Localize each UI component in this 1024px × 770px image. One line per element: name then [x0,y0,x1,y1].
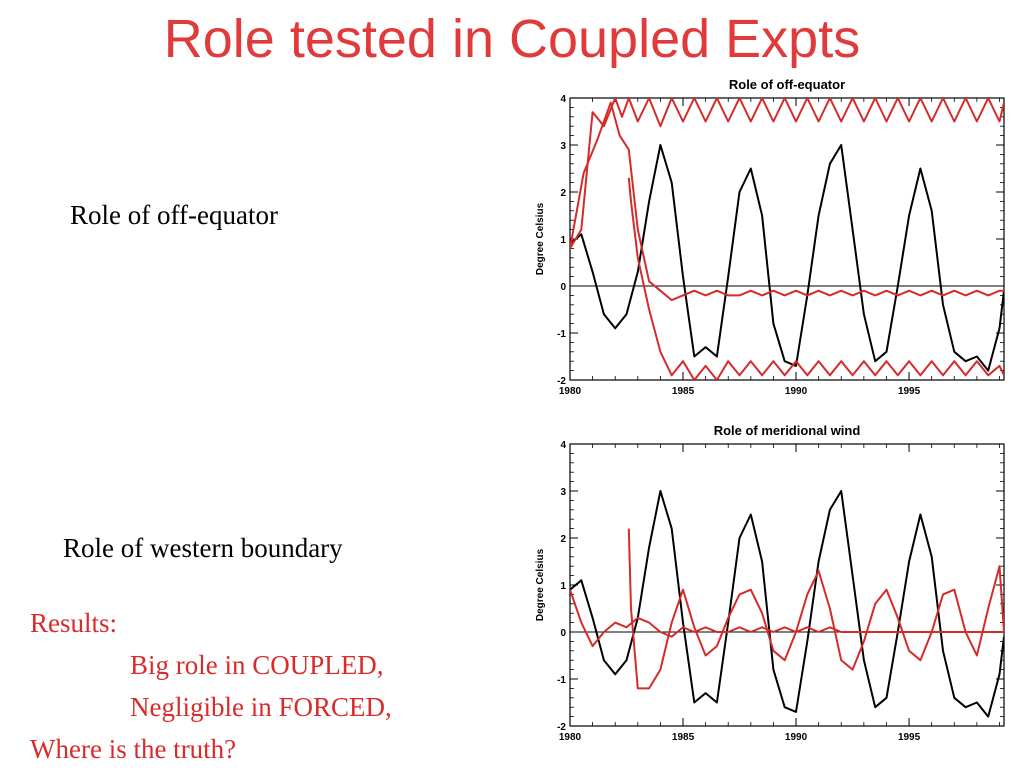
chart-off-equator: Role of off-equator -2 -1 0 1 2 3 4 1980 1985 1990… [535,77,1005,397]
series-line-3 [627,528,1004,690]
x-tick-label: 1995 [898,732,921,743]
series-line-3 [570,101,1004,302]
series-line-1 [570,144,1004,372]
y-tick-label: 1 [560,235,566,246]
y-axis-label: Degree Celsius [535,202,546,275]
y-tick-label: 0 [560,628,566,639]
y-tick-label: 1 [560,581,566,592]
label-western-boundary: Role of western boundary [63,533,343,563]
y-tick-label: -2 [557,376,566,387]
y-axis-label: Degree Celsius [535,548,546,621]
results-block: Results: Big role in COUPLED, Negligible… [30,602,392,770]
y-tick-label: 2 [560,534,566,545]
y-tick-label: 4 [560,440,566,451]
results-line-1: Big role in COUPLED, [130,650,384,680]
series-line-4 [627,177,1004,380]
x-tick-label: 1990 [785,386,808,397]
x-tick-label: 1995 [898,386,921,397]
y-tick-label: 0 [560,282,566,293]
y-tick-label: 2 [560,188,566,199]
y-tick-label: -1 [557,675,566,686]
y-tick-label: -2 [557,722,566,733]
x-tick-label: 1985 [672,386,695,397]
series-line-2 [570,589,1004,648]
chart-title: Role of off-equator [729,77,845,92]
y-tick-label: 4 [560,94,566,105]
y-tick-label: 3 [560,141,566,152]
results-heading: Results: [30,608,118,638]
x-tick-label: 1980 [559,386,582,397]
x-tick-label: 1980 [559,732,582,743]
slide-title: Role tested in Coupled Expts [163,9,861,69]
chart-title: Role of meridional wind [714,423,861,438]
x-tick-label: 1985 [672,732,695,743]
results-line-2: Negligible in FORCED, [130,692,392,722]
x-tick-label: 1990 [785,732,808,743]
chart-meridional-wind: Role of meridional wind -2 -1 0 1 2 3 4 1980 1985… [535,423,1005,743]
plot-frame [569,443,1005,727]
y-tick-label: -1 [557,329,566,340]
series-line-2 [570,98,1004,249]
results-line-3: Where is the truth? [30,734,237,764]
label-off-equator: Role of off-equator [70,200,278,230]
series-line-1 [570,490,1004,718]
y-tick-label: 3 [560,487,566,498]
